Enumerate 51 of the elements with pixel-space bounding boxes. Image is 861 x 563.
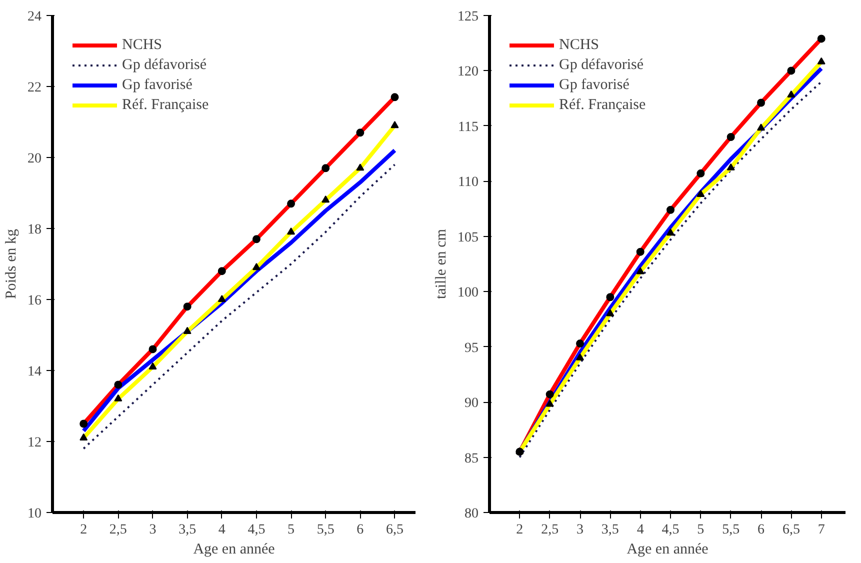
x-axis-title: Age en année bbox=[193, 542, 276, 558]
legend-label: Gp défavorisé bbox=[122, 56, 207, 74]
x-tick-label: 4,5 bbox=[662, 522, 680, 538]
x-tick-label: 3,5 bbox=[178, 522, 196, 538]
y-tick-label: 14 bbox=[28, 364, 42, 380]
x-axis-title: Age en année bbox=[626, 542, 709, 558]
x-tick-label: 5,5 bbox=[316, 522, 334, 538]
x-tick-label: 4,5 bbox=[248, 522, 266, 538]
y-tick-label: 100 bbox=[458, 286, 478, 301]
y-tick-label: 115 bbox=[458, 120, 479, 135]
y-tick-label: 105 bbox=[458, 230, 478, 246]
y-axis-title: Poids en kg bbox=[4, 228, 20, 299]
x-tick-label: 2,5 bbox=[109, 522, 127, 538]
x-tick-label: 7 bbox=[818, 522, 825, 538]
x-tick-label: 6,5 bbox=[782, 522, 800, 538]
y-tick-label: 16 bbox=[28, 294, 42, 308]
x-tick-label: 2 bbox=[516, 522, 524, 538]
x-tick-label: 3 bbox=[576, 522, 584, 538]
legend-label: NCHS bbox=[122, 36, 162, 54]
y-tick-label: 95 bbox=[464, 340, 478, 356]
x-tick-label: 2 bbox=[80, 522, 88, 538]
x-tick-label: 6 bbox=[758, 522, 765, 538]
legend-label: Gp favorisé bbox=[559, 76, 630, 94]
y-tick-label: 10 bbox=[28, 506, 42, 522]
y-tick-label: 110 bbox=[458, 175, 479, 190]
y-tick-label: 22 bbox=[28, 80, 42, 96]
y-tick-label: 80 bbox=[464, 506, 478, 522]
x-tick-label: 6,5 bbox=[386, 522, 404, 538]
legend-label: NCHS bbox=[559, 36, 600, 54]
legend-label: Réf. Française bbox=[122, 96, 209, 114]
y-tick-label: 24 bbox=[28, 10, 42, 24]
y-tick-label: 125 bbox=[458, 10, 478, 24]
x-tick-label: 4 bbox=[636, 522, 644, 538]
x-tick-label: 5,5 bbox=[722, 522, 740, 538]
x-tick-label: 5 bbox=[288, 522, 295, 538]
x-tick-label: 3,5 bbox=[601, 522, 619, 538]
x-tick-label: 2,5 bbox=[541, 522, 559, 538]
y-tick-label: 90 bbox=[464, 396, 478, 412]
x-tick-label: 4 bbox=[218, 522, 226, 538]
legend-label: Réf. Française bbox=[559, 96, 646, 114]
y-tick-label: 12 bbox=[28, 436, 42, 450]
y-tick-label: 120 bbox=[458, 64, 478, 80]
x-tick-label: 6 bbox=[356, 522, 364, 538]
x-tick-label: 3 bbox=[149, 522, 156, 538]
y-tick-label: 20 bbox=[28, 152, 42, 166]
y-tick-label: 85 bbox=[464, 451, 478, 466]
y-tick-label: 18 bbox=[28, 222, 42, 238]
legend-label: Gp défavorisé bbox=[559, 56, 644, 74]
y-axis-title: taille en cm bbox=[434, 228, 450, 299]
legend-label: Gp favorisé bbox=[122, 76, 192, 94]
x-tick-label: 5 bbox=[697, 522, 704, 538]
